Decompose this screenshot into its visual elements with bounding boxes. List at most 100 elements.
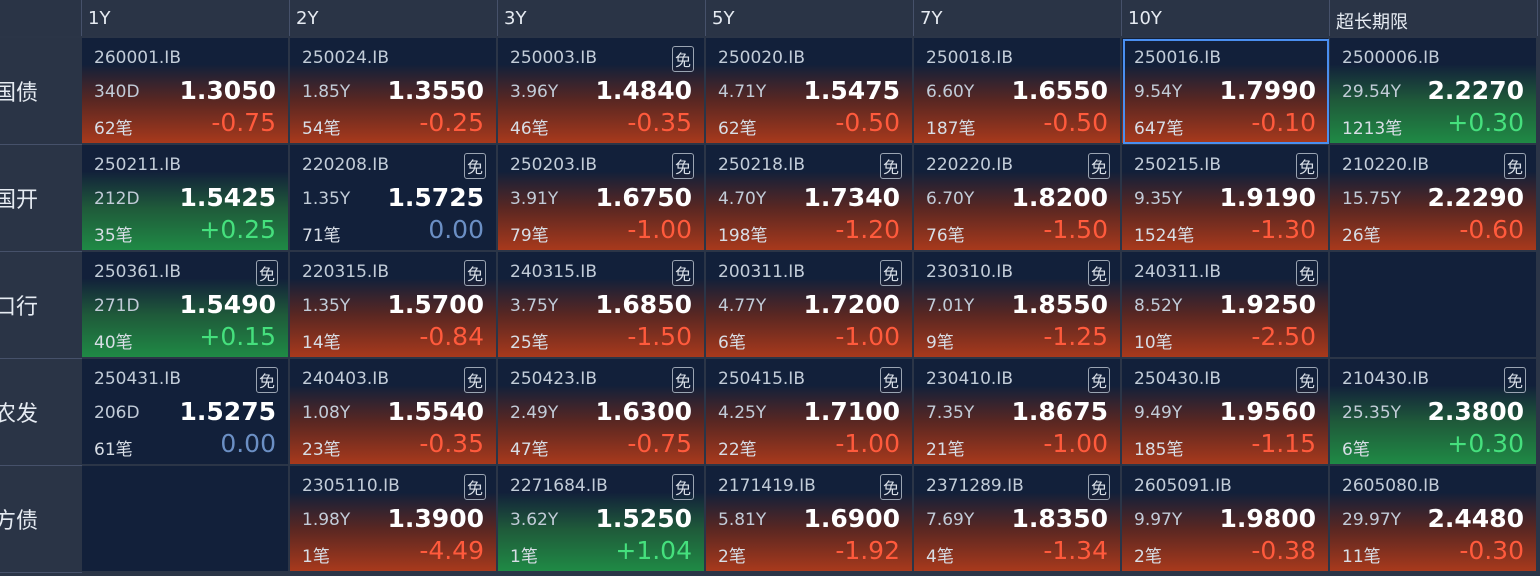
row-label: 口行: [0, 295, 39, 320]
tenor: 29.54Y: [1342, 82, 1402, 102]
tax-free-badge: 免: [879, 260, 902, 286]
yield: 1.5425: [179, 183, 276, 212]
tax-free-badge: 免: [463, 474, 486, 500]
quote-cell[interactable]: 250218.IB 免 4.70Y 1.7340 198笔 -1.20: [706, 145, 914, 252]
tax-free-badge: 免: [671, 153, 694, 179]
bond-code: 230310.IB: [926, 262, 1013, 282]
row-label: 国开: [0, 188, 39, 213]
bond-code: 200311.IB: [718, 262, 805, 282]
quote-cell[interactable]: 250415.IB 免 4.25Y 1.7100 22笔 -1.00: [706, 359, 914, 466]
column-header[interactable]: 5Y: [706, 0, 914, 36]
quote-cell[interactable]: 250211.IB 212D 1.5425 35笔 +0.25: [82, 145, 290, 252]
yield-change: -1.92: [835, 536, 900, 565]
tax-free-badge: 免: [1087, 153, 1110, 179]
row-label: 方债: [0, 509, 39, 534]
quote-cell[interactable]: 250024.IB 1.85Y 1.3550 54笔 -0.25: [290, 38, 498, 145]
tax-free-badge: 免: [879, 474, 902, 500]
quote-cell[interactable]: 2171419.IB 免 5.81Y 1.6900 2笔 -1.92: [706, 466, 914, 573]
row-label-cell: 方债: [0, 466, 82, 573]
bond-code: 250361.IB: [94, 262, 181, 282]
quote-cell[interactable]: 250423.IB 免 2.49Y 1.6300 47笔 -0.75: [498, 359, 706, 466]
quote-cell[interactable]: 250203.IB 免 3.91Y 1.6750 79笔 -1.00: [498, 145, 706, 252]
quote-cell[interactable]: 250215.IB 免 9.35Y 1.9190 1524笔 -1.30: [1122, 145, 1330, 252]
row-label-cell: 国开: [0, 145, 82, 252]
quote-cell[interactable]: 2605091.IB 9.97Y 1.9800 2笔 -0.38: [1122, 466, 1330, 573]
quote-cell[interactable]: 250430.IB 免 9.49Y 1.9560 185笔 -1.15: [1122, 359, 1330, 466]
yield: 1.5725: [387, 183, 484, 212]
column-header[interactable]: 超长期限: [1330, 0, 1538, 36]
tax-free-badge: 免: [671, 474, 694, 500]
trade-count: 26笔: [1342, 226, 1381, 246]
quote-cell[interactable]: 2271684.IB 免 3.62Y 1.5250 1笔 +1.04: [498, 466, 706, 573]
quote-cell[interactable]: 230310.IB 免 7.01Y 1.8550 9笔 -1.25: [914, 252, 1122, 359]
quote-cell[interactable]: 250431.IB 免 206D 1.5275 61笔 0.00: [82, 359, 290, 466]
tax-free-badge: 免: [463, 153, 486, 179]
column-header[interactable]: 7Y: [914, 0, 1122, 36]
bond-code: 220208.IB: [302, 155, 389, 175]
yield-change: +0.30: [1447, 429, 1524, 458]
quote-cell[interactable]: 250361.IB 免 271D 1.5490 40笔 +0.15: [82, 252, 290, 359]
trade-count: 185笔: [1134, 440, 1184, 460]
yield: 1.7100: [803, 397, 900, 426]
quote-cell[interactable]: 230410.IB 免 7.35Y 1.8675 21笔 -1.00: [914, 359, 1122, 466]
column-header[interactable]: 10Y: [1122, 0, 1330, 36]
tax-free-badge: 免: [463, 260, 486, 286]
quote-cell[interactable]: 260001.IB 340D 1.3050 62笔 -0.75: [82, 38, 290, 145]
bond-code: 2371289.IB: [926, 476, 1024, 496]
tenor: 29.97Y: [1342, 510, 1402, 530]
yield: 1.7200: [803, 290, 900, 319]
quote-cell[interactable]: 2605080.IB 29.97Y 2.4480 11笔 -0.30: [1330, 466, 1538, 573]
quote-cell[interactable]: 200311.IB 免 4.77Y 1.7200 6笔 -1.00: [706, 252, 914, 359]
trade-count: 46笔: [510, 119, 549, 139]
trade-count: 62笔: [94, 119, 133, 139]
quote-cell[interactable]: 220208.IB 免 1.35Y 1.5725 71笔 0.00: [290, 145, 498, 252]
yield-change: -2.50: [1251, 322, 1316, 351]
column-header[interactable]: 1Y: [82, 0, 290, 36]
quote-cell[interactable]: 220315.IB 免 1.35Y 1.5700 14笔 -0.84: [290, 252, 498, 359]
quote-cell[interactable]: 210430.IB 免 25.35Y 2.3800 6笔 +0.30: [1330, 359, 1538, 466]
yield-change: +1.04: [615, 536, 692, 565]
yield: 1.9250: [1219, 290, 1316, 319]
tenor: 9.35Y: [1134, 189, 1183, 209]
tenor: 7.01Y: [926, 296, 975, 316]
quote-cell[interactable]: 250016.IB 9.54Y 1.7990 647笔 -0.10: [1122, 38, 1330, 145]
trade-count: 2笔: [1134, 547, 1162, 567]
quote-cell[interactable]: 2500006.IB 29.54Y 2.2270 1213笔 +0.30: [1330, 38, 1538, 145]
tax-free-badge: 免: [879, 153, 902, 179]
bond-code: 250215.IB: [1134, 155, 1221, 175]
yield-change: -0.38: [1251, 536, 1316, 565]
bond-code: 250203.IB: [510, 155, 597, 175]
yield: 2.2270: [1427, 76, 1524, 105]
quote-cell[interactable]: 240403.IB 免 1.08Y 1.5540 23笔 -0.35: [290, 359, 498, 466]
yield-change: -4.49: [419, 536, 484, 565]
trade-count: 2笔: [718, 547, 746, 567]
quote-cell[interactable]: 210220.IB 免 15.75Y 2.2290 26笔 -0.60: [1330, 145, 1538, 252]
quote-cell[interactable]: 240315.IB 免 3.75Y 1.6850 25笔 -1.50: [498, 252, 706, 359]
trade-count: 76笔: [926, 226, 965, 246]
tenor: 6.60Y: [926, 82, 975, 102]
yield-change: -1.50: [627, 322, 692, 351]
tenor: 3.62Y: [510, 510, 559, 530]
tenor: 1.35Y: [302, 189, 351, 209]
yield-change: 0.00: [428, 215, 484, 244]
row-label-cell: 口行: [0, 252, 82, 359]
quote-cell[interactable]: 250003.IB 免 3.96Y 1.4840 46笔 -0.35: [498, 38, 706, 145]
yield: 1.5540: [387, 397, 484, 426]
quote-cell[interactable]: 250018.IB 6.60Y 1.6550 187笔 -0.50: [914, 38, 1122, 145]
quote-cell[interactable]: 240311.IB 免 8.52Y 1.9250 10笔 -2.50: [1122, 252, 1330, 359]
yield: 1.6750: [595, 183, 692, 212]
yield: 1.9190: [1219, 183, 1316, 212]
bond-code: 250423.IB: [510, 369, 597, 389]
quote-cell[interactable]: 220220.IB 免 6.70Y 1.8200 76笔 -1.50: [914, 145, 1122, 252]
trade-count: 4笔: [926, 547, 954, 567]
quote-cell[interactable]: 250020.IB 4.71Y 1.5475 62笔 -0.50: [706, 38, 914, 145]
tax-free-badge: 免: [1503, 153, 1526, 179]
yield: 1.6850: [595, 290, 692, 319]
bond-code: 2171419.IB: [718, 476, 816, 496]
quote-cell[interactable]: 2371289.IB 免 7.69Y 1.8350 4笔 -1.34: [914, 466, 1122, 573]
quote-cell[interactable]: 2305110.IB 免 1.98Y 1.3900 1笔 -4.49: [290, 466, 498, 573]
column-header[interactable]: 3Y: [498, 0, 706, 36]
column-header[interactable]: 2Y: [290, 0, 498, 36]
bond-code: 230410.IB: [926, 369, 1013, 389]
yield-change: +0.25: [199, 215, 276, 244]
